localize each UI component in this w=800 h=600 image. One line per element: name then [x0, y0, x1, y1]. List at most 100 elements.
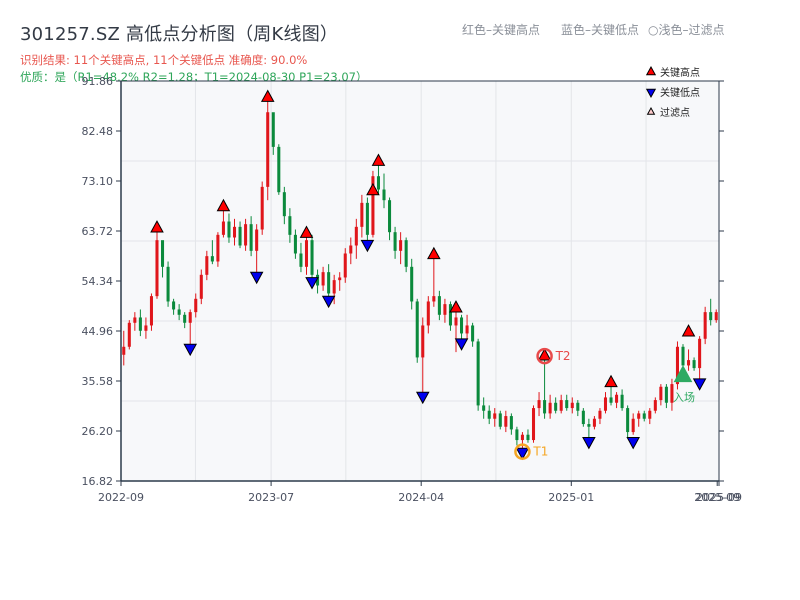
candle-body: [509, 416, 513, 430]
candle-body: [210, 256, 214, 262]
candle-body: [687, 360, 691, 366]
candle-body: [316, 274, 320, 286]
plot-area: [121, 81, 719, 481]
candle-body: [232, 226, 237, 238]
y-tick-label: 16.82: [82, 475, 114, 488]
key-high-marker: [681, 324, 696, 337]
candle-body: [188, 312, 192, 323]
candle-body: [421, 325, 425, 358]
annotations: T1 T2 入场: [514, 347, 695, 460]
candle-body: [365, 202, 369, 235]
candle-body: [443, 304, 447, 315]
key-high-marker: [449, 300, 463, 313]
candle-body: [332, 280, 336, 294]
candle-body: [559, 400, 563, 411]
candle-body: [388, 200, 392, 233]
candle-body: [476, 341, 480, 406]
key-low-marker: [582, 437, 596, 450]
candle-body: [653, 400, 657, 411]
y-tick-label: 63.72: [82, 225, 114, 238]
candle-body: [127, 322, 131, 347]
candles: [122, 101, 718, 449]
candle-body: [194, 298, 198, 313]
candle-body: [216, 234, 220, 262]
candle-body: [526, 434, 530, 441]
candle-body: [133, 317, 137, 323]
candle-body: [615, 394, 619, 403]
key-high-marker: [371, 153, 386, 166]
candle-body: [299, 253, 303, 267]
entry-label: 入场: [673, 390, 695, 404]
candle-body: [675, 346, 679, 385]
candle-body: [698, 338, 702, 369]
candle-body: [460, 317, 464, 334]
t2-label: T2: [555, 349, 571, 363]
key-low-marker: [305, 277, 319, 290]
y-tick-label: 54.34: [82, 275, 114, 288]
key-low-marker: [249, 271, 264, 285]
candle-body: [548, 402, 552, 414]
candle-body: [504, 416, 508, 427]
candle-body: [415, 301, 419, 358]
candle-body: [354, 226, 358, 246]
candle-body: [626, 408, 630, 433]
key-low-marker: [626, 437, 640, 450]
candle-body: [304, 240, 309, 267]
candle-body: [172, 301, 176, 310]
candle-body: [598, 410, 602, 419]
key-low-marker: [360, 239, 375, 253]
candle-body: [260, 186, 264, 230]
candle-body: [709, 312, 713, 321]
grid-lines: [121, 81, 719, 481]
candle-body: [293, 234, 297, 254]
candle-body: [670, 384, 674, 403]
key-low-marker: [183, 343, 198, 357]
legend-label: 过滤点: [660, 106, 690, 119]
candle-body: [609, 397, 613, 403]
candle-body: [681, 346, 685, 366]
candle-body: [664, 386, 668, 403]
key-high-marker: [299, 225, 314, 238]
candle-body: [493, 413, 497, 419]
candle-body: [393, 232, 397, 251]
candle-body: [144, 325, 148, 331]
candle-body: [227, 221, 231, 238]
candle-body: [371, 176, 375, 235]
candle-body: [349, 245, 353, 254]
candle-body: [404, 240, 408, 267]
candle-body: [537, 400, 541, 409]
legend-filtered-point: ○浅色–过滤点: [648, 23, 725, 37]
candle-body: [498, 413, 502, 427]
x-tick-label: 2022-09: [98, 491, 144, 504]
candle-body: [177, 309, 181, 315]
axes: 16.82 26.20 35.58 44.96 54.34 63.72 73.10 82.48…: [82, 75, 742, 504]
candle-body: [471, 325, 475, 342]
key-low-marker: [515, 447, 530, 461]
candle-body: [448, 304, 452, 326]
candle-body: [581, 410, 585, 425]
legend-label: 关键低点: [660, 86, 700, 99]
x-tick-label: 2025-09: [696, 491, 742, 504]
candle-body: [399, 240, 403, 251]
candle-body: [166, 266, 170, 302]
candle-body: [515, 429, 519, 441]
legend-blue-key-low: 蓝色–关键低点: [561, 23, 640, 37]
key-high-marker: [150, 220, 164, 233]
candle-body: [487, 410, 491, 419]
candle-body: [576, 402, 580, 411]
candle-body: [221, 221, 225, 235]
x-tick-label: 2023-07: [248, 491, 294, 504]
key-low-marker: [321, 295, 336, 309]
key-low-marker: [692, 378, 707, 391]
candle-body: [244, 224, 248, 246]
candle-body: [587, 424, 591, 427]
y-tick-label: 26.20: [82, 425, 114, 438]
key-low-marker: [454, 338, 469, 351]
candle-body: [648, 410, 652, 419]
y-tick-label: 91.86: [82, 75, 114, 88]
key-high-marker: [216, 198, 231, 212]
t1-label: T1: [532, 445, 548, 459]
candle-body: [631, 418, 635, 433]
